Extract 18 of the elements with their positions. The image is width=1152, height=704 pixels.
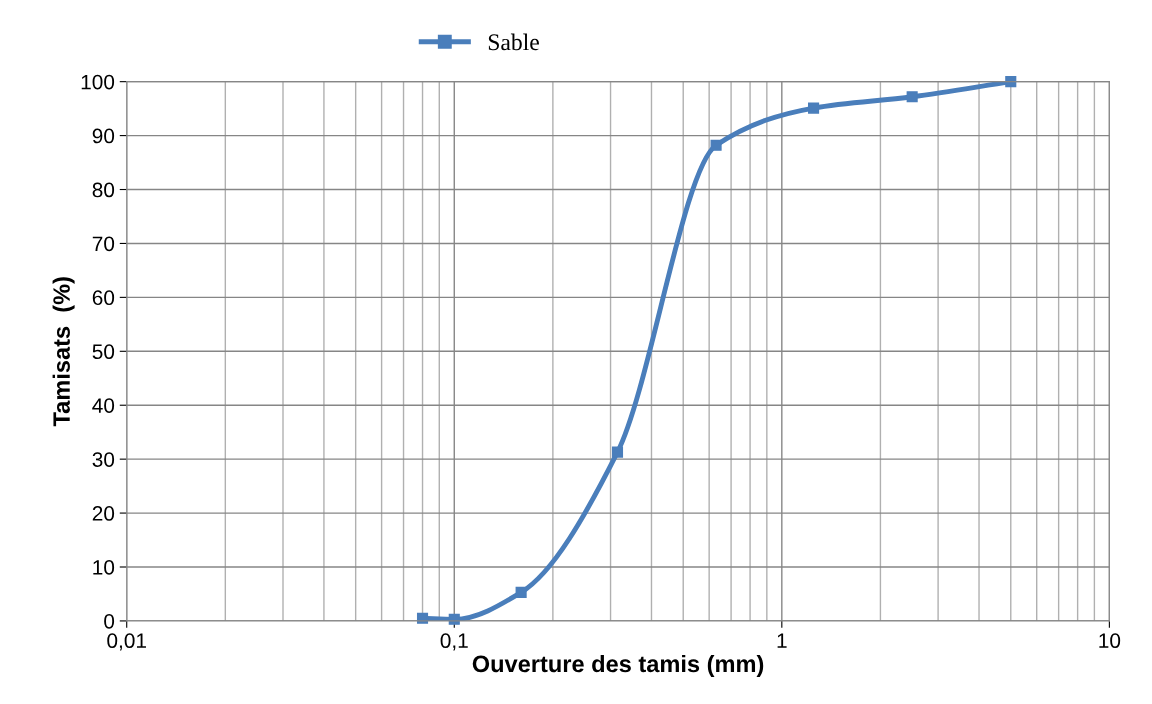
x-tick-label: 0,01 bbox=[107, 633, 146, 651]
legend-label: Sable bbox=[488, 33, 539, 51]
x-axis-title: Ouverture des tamis (mm) bbox=[472, 654, 764, 677]
y-tick-label: 60 bbox=[92, 290, 115, 306]
y-tick-label: 90 bbox=[92, 128, 115, 144]
x-tick-label: 0,1 bbox=[440, 633, 468, 651]
y-tick-label: 10 bbox=[93, 560, 115, 575]
y-tick-label: 50 bbox=[92, 344, 115, 360]
y-tick-label: 30 bbox=[92, 452, 115, 467]
y-tick-label: 0 bbox=[104, 613, 115, 629]
x-tick-label: 1 bbox=[777, 633, 787, 648]
y-tick-label: 70 bbox=[92, 236, 115, 252]
y-tick-label: 40 bbox=[92, 398, 115, 413]
y-tick-label: 100 bbox=[81, 74, 115, 90]
y-axis-title: Tamisats (%) bbox=[52, 277, 75, 427]
y-tick-label: 20 bbox=[92, 506, 115, 521]
x-tick-label: 10 bbox=[1099, 633, 1121, 649]
y-tick-label: 80 bbox=[92, 182, 115, 198]
